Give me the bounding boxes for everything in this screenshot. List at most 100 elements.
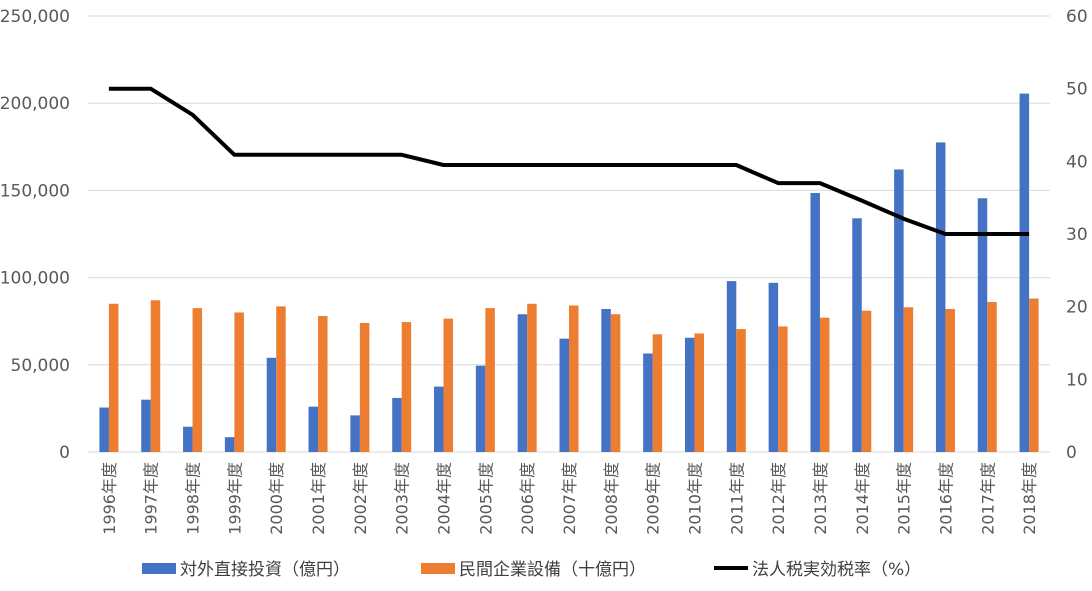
x-tick-label: 2008年度: [602, 462, 621, 535]
bar-capex: [819, 317, 830, 452]
bar-fdi: [350, 415, 360, 452]
legend-swatch-capex: [421, 563, 455, 574]
bar-capex: [987, 302, 997, 452]
x-tick-label: 2001年度: [309, 462, 328, 535]
bar-fdi: [475, 365, 486, 452]
left-tick-label: 150,000: [0, 181, 70, 201]
legend-label-capex: 民間企業設備（十億円）: [459, 560, 646, 580]
gridlines: [88, 15, 1050, 453]
bar-fdi: [308, 406, 319, 452]
x-tick-label: 2018年度: [1020, 462, 1039, 535]
legend: 対外直接投資（億円） 民間企業設備（十億円） 法人税実効税率（%）: [142, 560, 921, 580]
bar-capex: [401, 322, 412, 452]
left-axis-ticks: 0 50,000 100,000 150,000 200,000 250,000: [0, 7, 70, 463]
bar-fdi: [643, 353, 653, 452]
x-tick-label: 2003年度: [393, 462, 412, 535]
bar-fdi: [684, 337, 695, 452]
bar-capex: [150, 300, 161, 452]
x-tick-label: 1999年度: [225, 462, 244, 535]
x-tick-label: 2015年度: [895, 462, 914, 535]
right-tick-label: 30: [1066, 225, 1088, 245]
bar-fdi: [224, 437, 235, 452]
legend-item-tax: 法人税実効税率（%）: [714, 560, 921, 580]
legend-label-fdi: 対外直接投資（億円）: [180, 560, 350, 580]
left-tick-label: 0: [59, 443, 70, 463]
x-tick-label: 2010年度: [685, 462, 704, 535]
left-tick-label: 50,000: [11, 356, 70, 376]
bar-fdi: [1019, 93, 1030, 452]
bar-fdi: [517, 314, 528, 452]
bar-fdi: [141, 399, 151, 452]
x-tick-label: 1997年度: [142, 462, 161, 535]
bar-capex: [485, 308, 495, 452]
x-tick-label: 2011年度: [727, 462, 746, 535]
left-tick-label: 250,000: [0, 7, 70, 27]
bar-capex: [945, 308, 955, 452]
bar-fdi: [935, 142, 946, 452]
bar-fdi: [266, 357, 277, 452]
bar-fdi: [392, 397, 402, 452]
x-tick-label: 2005年度: [476, 462, 495, 535]
bar-capex: [443, 318, 454, 452]
legend-label-tax: 法人税実効税率（%）: [752, 560, 921, 580]
right-tick-label: 40: [1066, 152, 1088, 172]
left-tick-label: 200,000: [0, 94, 70, 114]
bar-fdi: [434, 386, 444, 452]
right-axis-ticks: 0 10 20 30 40 50 60: [1066, 7, 1088, 463]
bar-fdi: [559, 338, 569, 452]
bar-capex: [1029, 298, 1039, 452]
legend-item-capex: 民間企業設備（十億円）: [421, 560, 646, 580]
right-tick-label: 0: [1066, 443, 1077, 463]
legend-swatch-fdi: [142, 563, 176, 574]
x-tick-label: 2009年度: [644, 462, 663, 535]
tax-rate-line: [108, 86, 1030, 236]
bar-capex: [108, 303, 119, 452]
right-tick-label: 20: [1066, 298, 1088, 318]
bar-fdi: [726, 281, 737, 452]
x-axis-ticks: 1996年度 1997年度 1998年度 1999年度 2000年度 2001年度 2002…: [100, 462, 1039, 535]
x-tick-label: 1998年度: [184, 462, 203, 535]
x-tick-label: 2000年度: [267, 462, 286, 535]
x-tick-label: 1996年度: [100, 462, 119, 535]
x-tick-label: 2002年度: [351, 462, 370, 535]
bar-capex: [778, 326, 788, 452]
x-tick-label: 2013年度: [811, 462, 830, 535]
bar-capex: [192, 308, 203, 452]
bar-fdi: [810, 193, 820, 453]
right-tick-label: 50: [1066, 80, 1088, 100]
bar-capex: [652, 334, 663, 452]
bar-capex: [694, 333, 704, 452]
legend-item-fdi: 対外直接投資（億円）: [142, 560, 350, 580]
bar-fdi: [601, 308, 611, 452]
x-tick-label: 2014年度: [853, 462, 872, 535]
bar-capex: [234, 312, 244, 452]
line-tax-rate: [108, 86, 1030, 236]
bar-fdi: [852, 218, 862, 452]
bar-capex: [318, 315, 328, 452]
right-tick-label: 60: [1066, 7, 1088, 27]
x-tick-label: 2007年度: [560, 462, 579, 535]
bar-capex: [903, 307, 914, 452]
bar-capex: [276, 306, 286, 452]
left-tick-label: 100,000: [0, 269, 70, 289]
x-tick-label: 2004年度: [435, 462, 454, 535]
bar-capex: [610, 314, 621, 452]
bar-capex: [569, 305, 579, 452]
bar-fdi: [977, 198, 988, 452]
bars: [99, 93, 1039, 453]
bar-fdi: [768, 282, 779, 452]
bar-capex: [861, 310, 872, 452]
x-tick-label: 2006年度: [518, 462, 537, 535]
x-tick-label: 2017年度: [978, 462, 997, 535]
bar-fdi: [183, 426, 193, 452]
bar-capex: [359, 322, 370, 452]
bar-fdi: [894, 169, 904, 453]
x-tick-label: 2012年度: [769, 462, 788, 535]
bar-capex: [527, 303, 537, 452]
x-tick-label: 2016年度: [936, 462, 955, 535]
bar-capex: [736, 329, 746, 452]
right-tick-label: 10: [1066, 370, 1088, 390]
bar-fdi: [99, 407, 109, 452]
